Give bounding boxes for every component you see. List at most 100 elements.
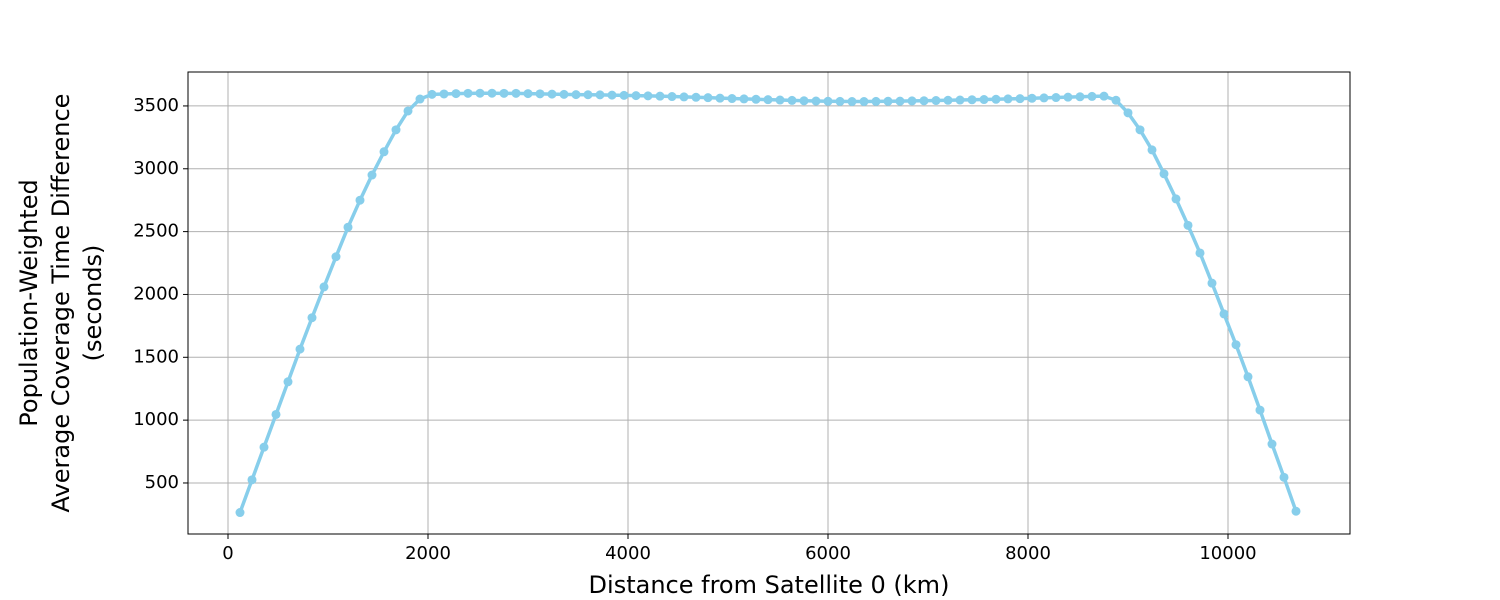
y-axis-label: Population-Weighted Average Coverage Tim… <box>15 94 107 513</box>
data-point <box>1075 92 1085 102</box>
data-point <box>907 96 917 106</box>
data-point <box>1183 220 1193 230</box>
plot-frame <box>187 71 1351 535</box>
data-point <box>763 95 773 105</box>
data-point <box>751 94 761 104</box>
data-point <box>1087 91 1097 101</box>
data-point <box>475 88 485 98</box>
data-point <box>523 89 533 99</box>
data-point <box>427 89 437 99</box>
data-point <box>775 95 785 105</box>
x-tick-label: 4000 <box>605 543 651 564</box>
data-point <box>727 94 737 104</box>
y-tick-label: 1500 <box>133 346 179 367</box>
data-point <box>1015 94 1025 104</box>
data-point <box>367 170 377 180</box>
data-point <box>871 96 881 106</box>
data-point <box>259 442 269 452</box>
y-tick-label: 2500 <box>133 221 179 242</box>
y-tick-label: 500 <box>145 472 179 493</box>
x-tick-label: 0 <box>222 543 233 564</box>
data-point <box>1267 439 1277 449</box>
y-axis-label-line: (seconds) <box>79 245 107 362</box>
y-tick-label: 1000 <box>133 409 179 430</box>
data-point <box>955 95 965 105</box>
data-point <box>883 96 893 106</box>
data-point <box>991 94 1001 104</box>
x-tick-label: 8000 <box>1005 543 1051 564</box>
data-point <box>559 89 569 99</box>
data-point <box>1279 472 1289 482</box>
data-point <box>547 89 557 99</box>
data-point <box>1051 93 1061 103</box>
data-point <box>355 195 365 205</box>
y-tick-label: 3000 <box>133 158 179 179</box>
data-point <box>679 92 689 102</box>
data-point <box>799 96 809 106</box>
data-point <box>823 96 833 106</box>
data-point <box>595 90 605 100</box>
data-point <box>1219 309 1229 319</box>
data-point <box>403 106 413 116</box>
data-point <box>499 88 509 98</box>
data-point <box>1063 92 1073 102</box>
data-point <box>835 96 845 106</box>
data-point <box>643 91 653 101</box>
data-point <box>787 95 797 105</box>
data-point <box>331 252 341 262</box>
data-point <box>703 93 713 103</box>
data-point <box>1231 340 1241 350</box>
data-line <box>238 91 1298 514</box>
data-point <box>391 125 401 135</box>
data-point <box>535 89 545 99</box>
x-tick-label: 2000 <box>405 543 451 564</box>
data-point <box>1159 169 1169 179</box>
data-point <box>607 90 617 100</box>
data-point <box>1171 194 1181 204</box>
data-point <box>979 95 989 105</box>
data-point <box>1099 91 1109 101</box>
data-point <box>1207 278 1217 288</box>
x-axis-label: Distance from Satellite 0 (km) <box>589 571 950 599</box>
data-point <box>487 88 497 98</box>
data-point <box>463 88 473 98</box>
data-point <box>811 96 821 106</box>
data-point <box>967 95 977 105</box>
data-point <box>451 89 461 99</box>
y-tick-label: 2000 <box>133 283 179 304</box>
data-point <box>343 222 353 232</box>
data-point <box>895 96 905 106</box>
data-point <box>943 95 953 105</box>
data-point <box>271 409 281 419</box>
data-point <box>1195 248 1205 258</box>
data-point <box>235 508 245 518</box>
data-point <box>667 92 677 102</box>
data-point <box>1147 145 1157 155</box>
data-point <box>739 94 749 104</box>
data-point <box>691 92 701 102</box>
data-point <box>415 94 425 104</box>
data-point <box>1135 125 1145 135</box>
data-point <box>715 93 725 103</box>
data-point <box>931 96 941 106</box>
data-point <box>1039 93 1049 103</box>
data-point <box>919 96 929 106</box>
data-point <box>631 91 641 101</box>
data-point <box>1243 372 1253 382</box>
data-point <box>295 344 305 354</box>
data-point <box>511 88 521 98</box>
data-point <box>379 147 389 157</box>
data-point <box>655 91 665 101</box>
x-tick-label: 10000 <box>1199 543 1256 564</box>
data-point <box>1027 93 1037 103</box>
x-tick-label: 6000 <box>805 543 851 564</box>
data-point <box>1003 94 1013 104</box>
data-point <box>1111 95 1121 105</box>
y-tick-label: 3500 <box>133 95 179 116</box>
data-point <box>247 475 257 485</box>
data-point <box>1123 108 1133 118</box>
data-point <box>571 90 581 100</box>
data-point <box>583 90 593 100</box>
